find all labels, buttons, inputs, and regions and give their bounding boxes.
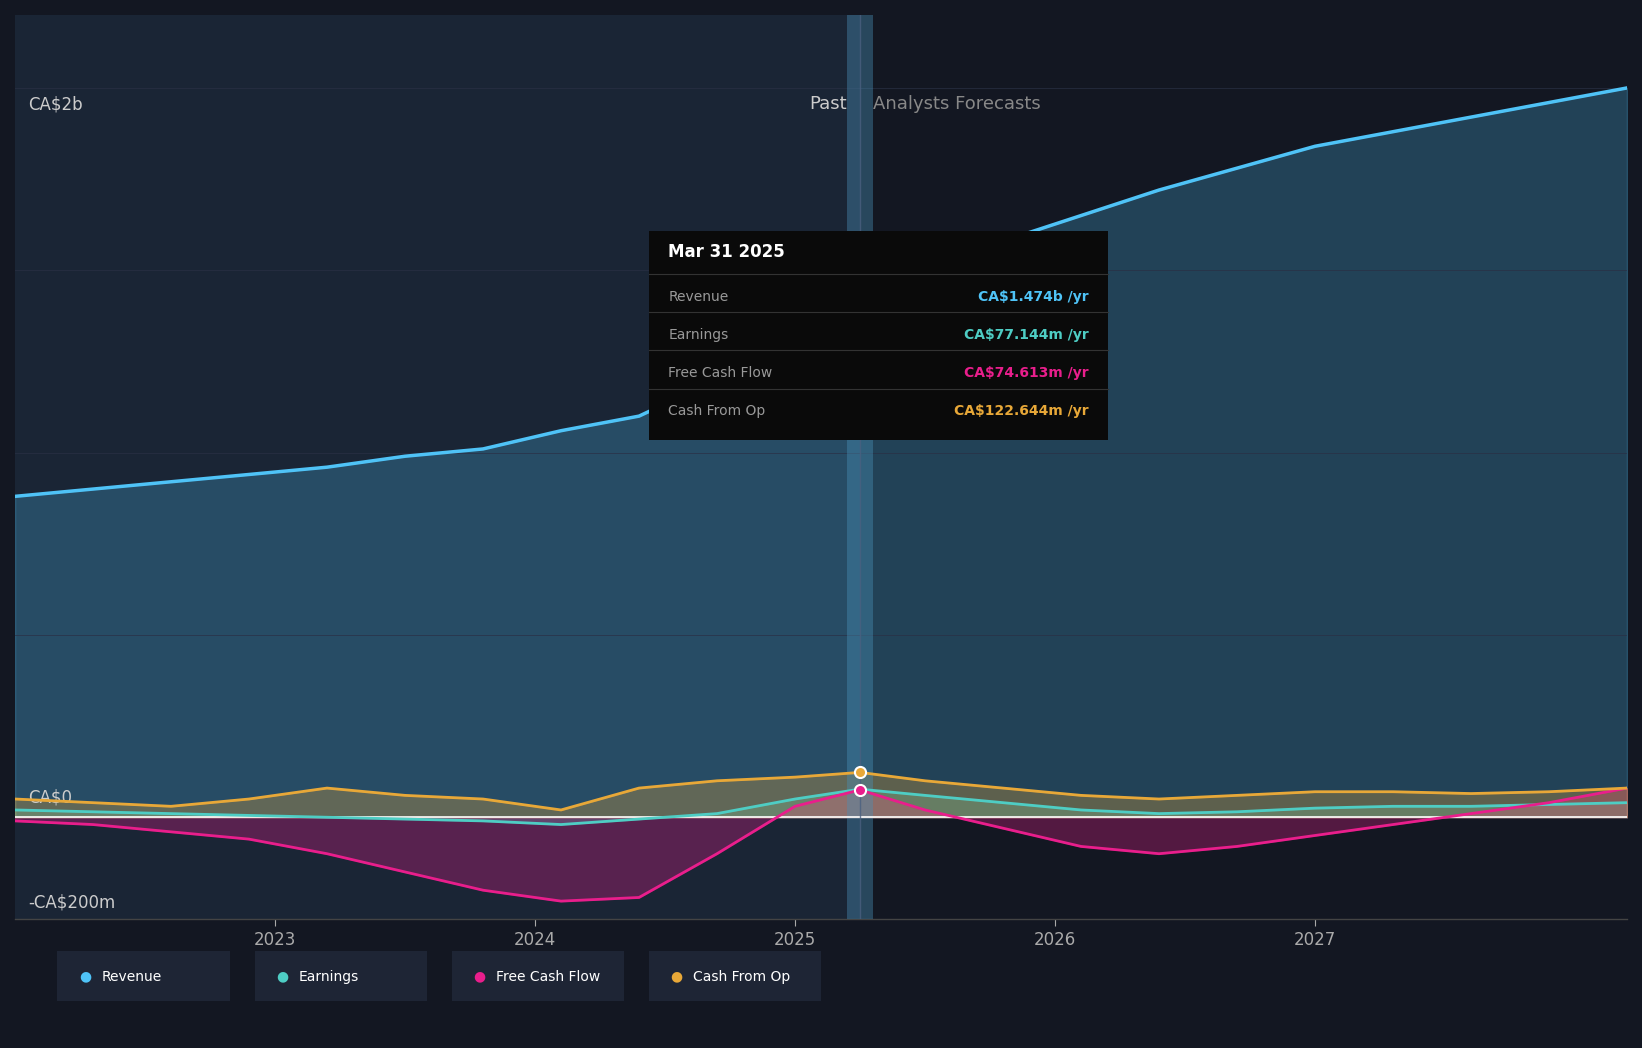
Text: ●: ● xyxy=(473,969,484,984)
Text: Revenue: Revenue xyxy=(668,289,729,304)
Text: CA$1.474b /yr: CA$1.474b /yr xyxy=(979,289,1089,304)
Text: -CA$200m: -CA$200m xyxy=(28,894,115,912)
Text: CA$74.613m /yr: CA$74.613m /yr xyxy=(964,366,1089,379)
Text: Free Cash Flow: Free Cash Flow xyxy=(668,366,772,379)
Text: ●: ● xyxy=(670,969,681,984)
Bar xyxy=(847,15,874,919)
Text: CA$0: CA$0 xyxy=(28,788,72,806)
Text: ●: ● xyxy=(79,969,90,984)
Text: Earnings: Earnings xyxy=(668,328,729,342)
Bar xyxy=(15,15,860,919)
Text: CA$122.644m /yr: CA$122.644m /yr xyxy=(954,403,1089,418)
Text: CA$2b: CA$2b xyxy=(28,95,82,113)
Text: CA$77.144m /yr: CA$77.144m /yr xyxy=(964,328,1089,342)
Bar xyxy=(860,15,1627,919)
Text: Cash From Op: Cash From Op xyxy=(668,403,765,418)
Text: Past: Past xyxy=(810,95,847,113)
Text: Free Cash Flow: Free Cash Flow xyxy=(496,969,599,984)
Text: Revenue: Revenue xyxy=(102,969,163,984)
Text: Mar 31 2025: Mar 31 2025 xyxy=(668,243,785,261)
Text: Earnings: Earnings xyxy=(299,969,360,984)
Text: Analysts Forecasts: Analysts Forecasts xyxy=(874,95,1041,113)
Text: Cash From Op: Cash From Op xyxy=(693,969,790,984)
Text: ●: ● xyxy=(276,969,287,984)
